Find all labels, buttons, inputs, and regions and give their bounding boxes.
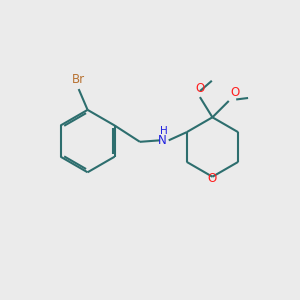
Text: N: N [158, 134, 167, 147]
Text: O: O [208, 172, 217, 185]
Text: Br: Br [72, 73, 85, 85]
Text: O: O [230, 86, 239, 99]
Text: H: H [160, 126, 167, 136]
Text: O: O [195, 82, 205, 95]
